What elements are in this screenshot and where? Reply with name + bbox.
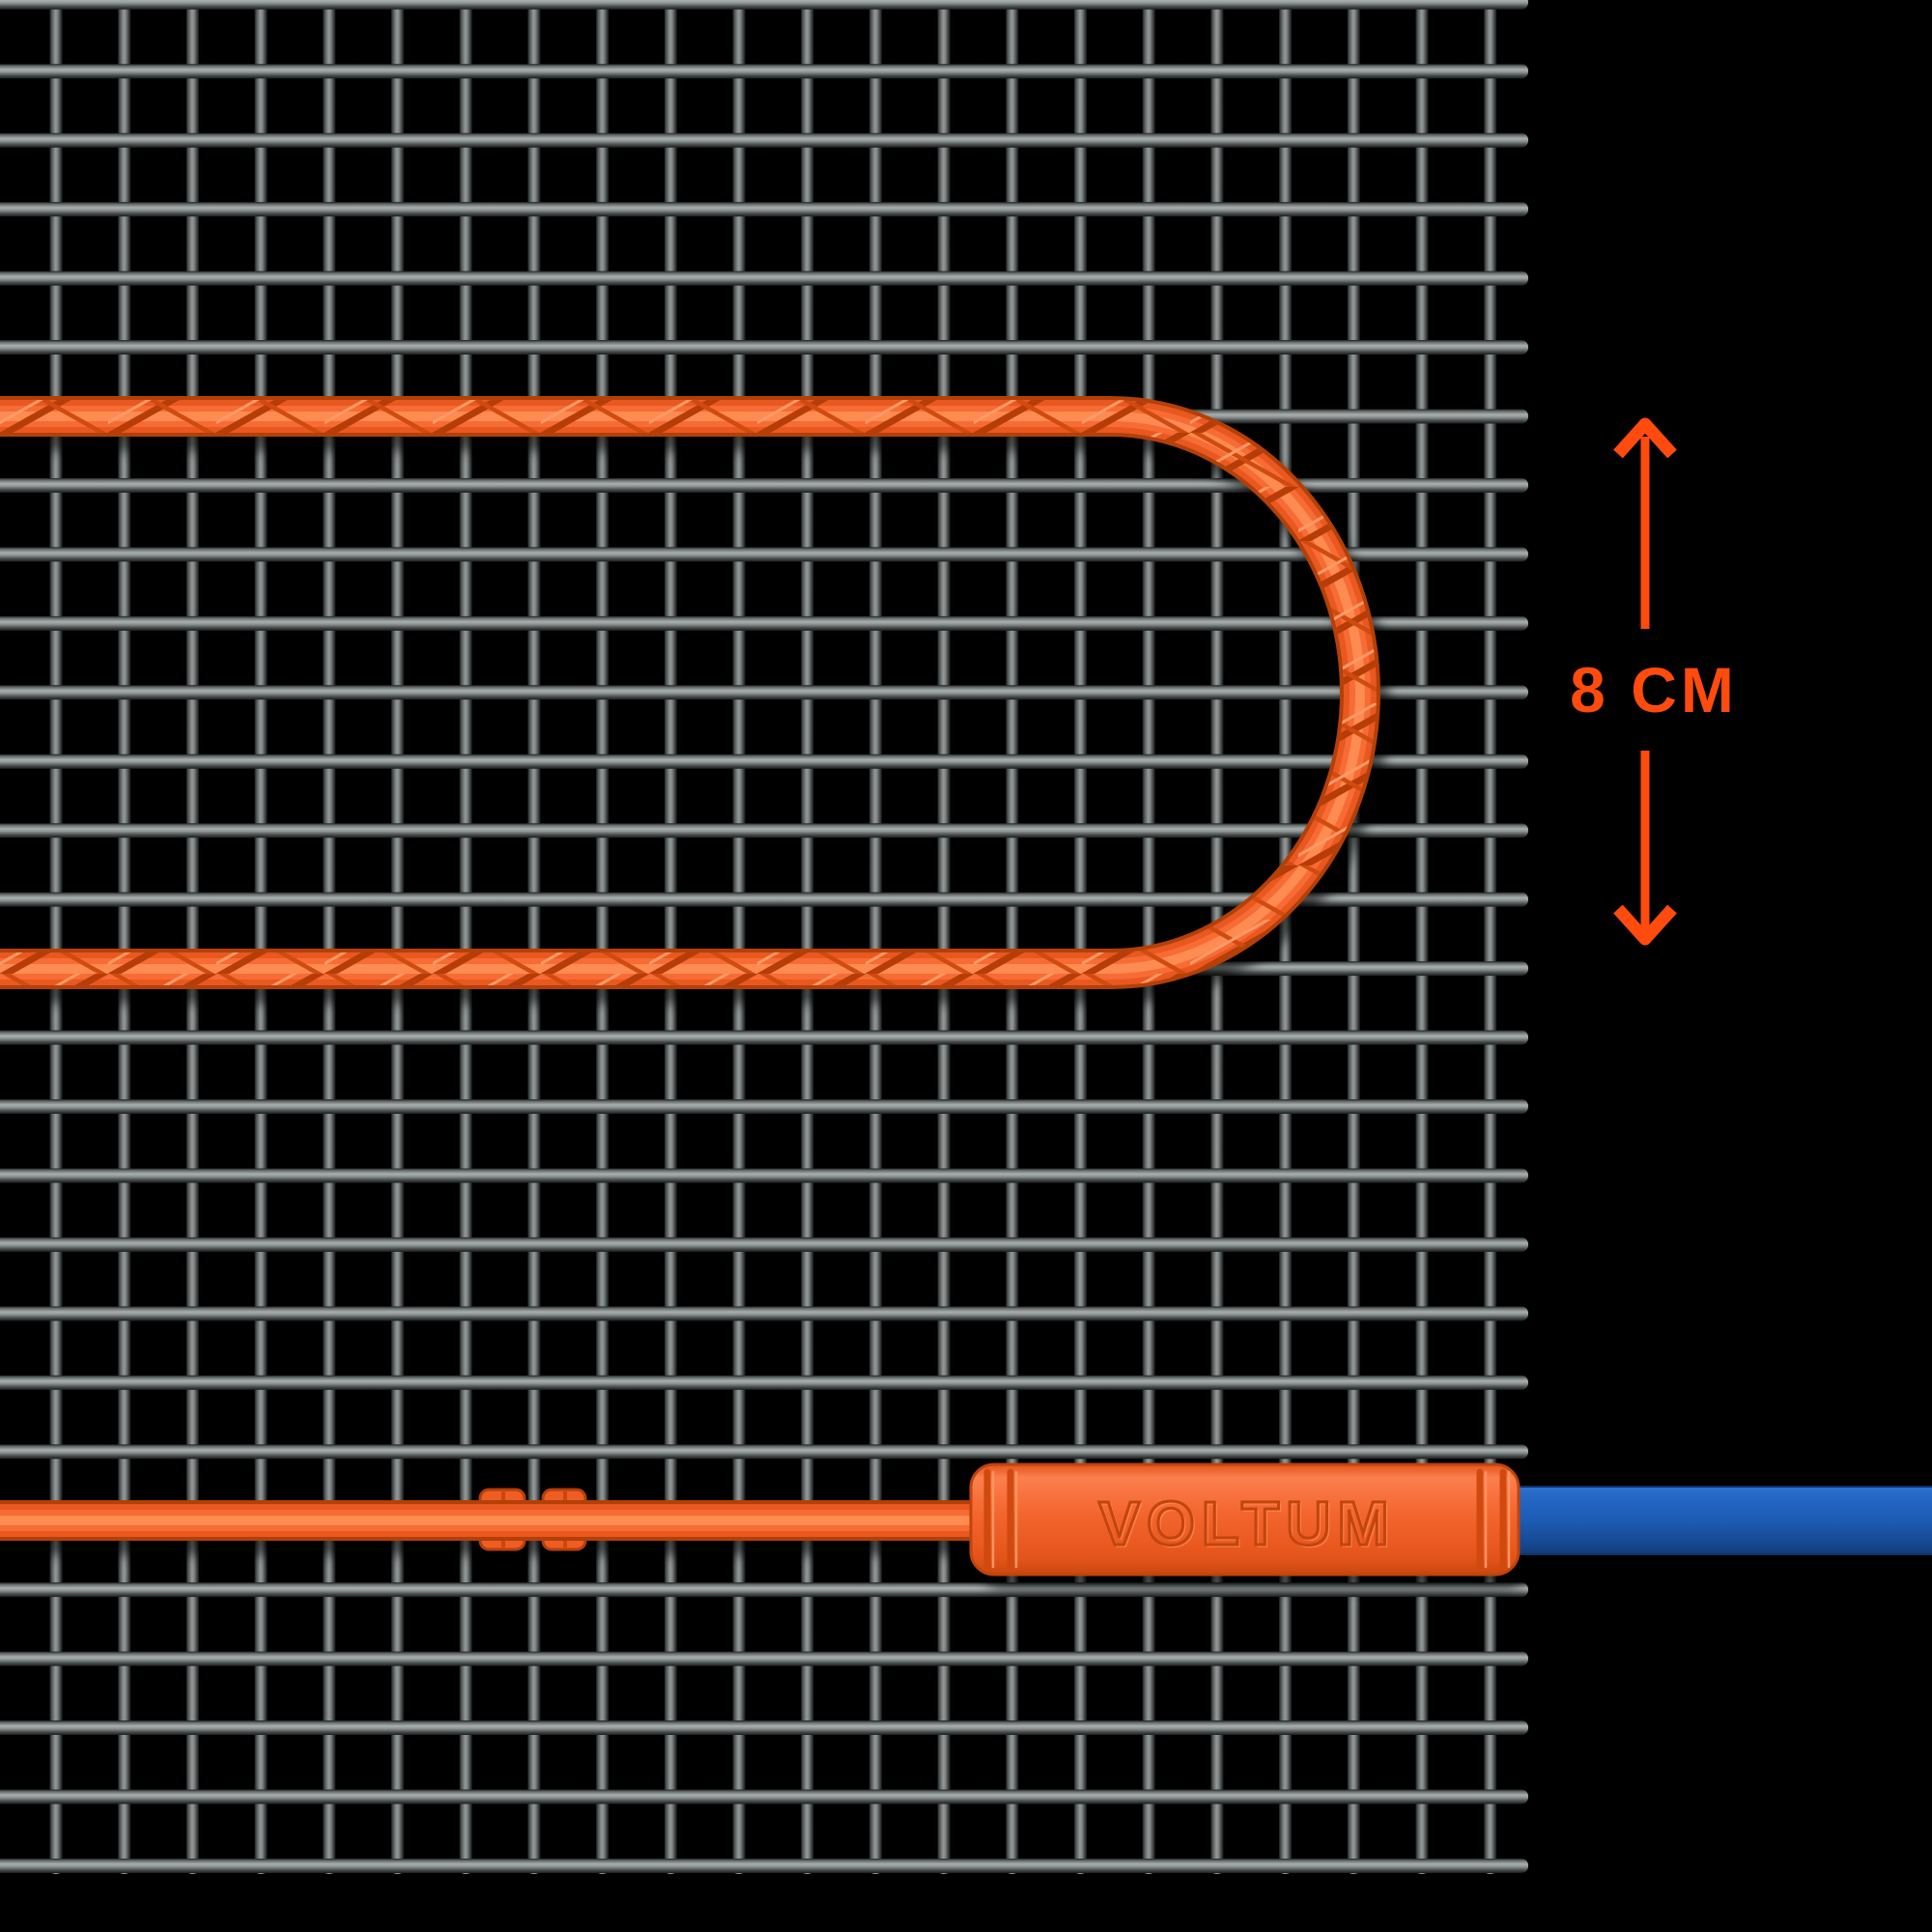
mesh-wire <box>801 0 814 1874</box>
mesh-wire <box>0 1720 1528 1736</box>
mesh-wire <box>0 1168 1528 1183</box>
heating-cable <box>0 396 1380 989</box>
mesh-wire <box>0 892 1528 907</box>
mesh-wire <box>0 753 1528 769</box>
spacing-label: 8 CM <box>1570 654 1738 725</box>
mesh-wire <box>0 1375 1528 1390</box>
mesh-wire <box>0 547 1528 562</box>
mesh-wire <box>0 1030 1528 1045</box>
mesh-wire <box>0 202 1528 217</box>
mesh-wire <box>459 0 472 1874</box>
mesh-wire <box>391 0 404 1874</box>
brand-label-emboss-highlight: VOLTUM <box>1100 1491 1397 1560</box>
mesh-wire <box>1074 0 1087 1874</box>
mesh-wire <box>1347 0 1360 1874</box>
mesh-wire <box>1142 0 1155 1874</box>
voltum-connector: VOLTUM VOLTUM <box>969 1463 1520 1577</box>
mesh-wire <box>937 0 951 1874</box>
mesh-wire <box>527 0 541 1874</box>
mesh-wire <box>664 0 677 1874</box>
mesh-wire <box>118 0 131 1874</box>
mesh-wire <box>0 1858 1528 1873</box>
mesh-wire <box>49 0 63 1874</box>
brand-label: VOLTUM <box>1098 1489 1395 1558</box>
mesh-wire <box>732 0 746 1874</box>
dimension-annotation: 8 CM <box>1570 417 1738 946</box>
mesh-wire <box>0 1099 1528 1114</box>
mesh-wire <box>596 0 610 1874</box>
mesh-wire <box>0 477 1528 493</box>
mesh-wire <box>0 132 1528 148</box>
mesh-wire <box>0 823 1528 838</box>
mesh-wire <box>0 1236 1528 1252</box>
arrow-down-icon <box>1613 904 1677 946</box>
mesh-wire <box>0 1444 1528 1460</box>
mesh-wire <box>185 0 199 1874</box>
connector-body <box>969 1463 1520 1577</box>
mesh-wire <box>1006 0 1019 1874</box>
mesh-wire <box>1415 0 1429 1874</box>
mesh-wire <box>0 1651 1528 1666</box>
arrow-up-icon <box>1613 417 1677 459</box>
mesh-wire <box>0 615 1528 631</box>
mesh-wire <box>0 0 1528 10</box>
mesh-wire <box>254 0 268 1874</box>
power-cable-blue <box>1494 1486 1932 1555</box>
mesh-wire <box>0 685 1528 700</box>
connector-ribs <box>983 1468 1511 1571</box>
mesh-wire <box>0 1789 1528 1804</box>
mesh-wire <box>0 64 1528 79</box>
spiral-wrap-texture <box>0 400 1377 985</box>
mesh-wire <box>0 340 1528 355</box>
mesh-wire <box>323 0 336 1874</box>
mesh-wire <box>1484 0 1497 1874</box>
mesh-wire <box>0 270 1528 286</box>
mesh-wire <box>0 1306 1528 1321</box>
wire-mesh-grid <box>0 0 1528 1874</box>
mesh-wire <box>868 0 882 1874</box>
